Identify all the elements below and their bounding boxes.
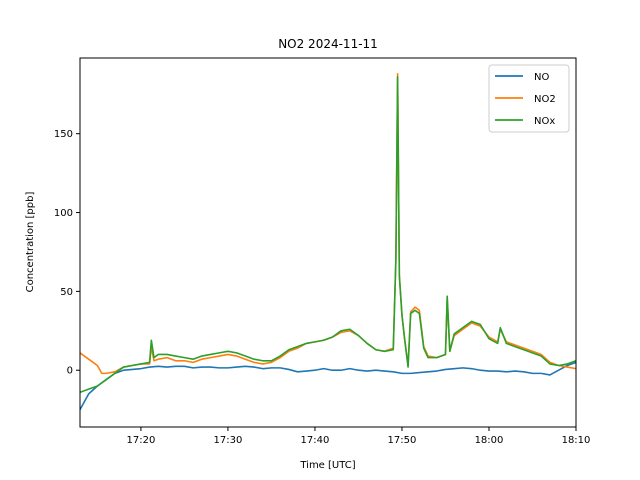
legend-label-nox: NOx [534, 116, 555, 127]
y-tick-label: 0 [67, 366, 73, 377]
y-tick-label: 150 [54, 129, 73, 140]
chart-title: NO2 2024-11-11 [278, 37, 378, 51]
x-tick-label: 18:10 [562, 435, 591, 446]
x-axis-ticks: 17:20 17:30 17:40 17:50 18:00 18:10 [126, 427, 590, 446]
x-tick-label: 17:50 [388, 435, 417, 446]
y-tick-label: 100 [54, 208, 73, 219]
plot-area [79, 57, 577, 428]
legend-label-no2: NO2 [534, 94, 556, 105]
y-axis-label: Concentration [ppb] [25, 192, 36, 293]
y-axis-ticks: 0 50 100 150 [54, 129, 80, 377]
x-tick-label: 17:20 [126, 435, 155, 446]
x-tick-label: 17:30 [214, 435, 243, 446]
plot-frame [79, 57, 577, 428]
y-tick-label: 50 [60, 287, 73, 298]
x-axis-label: Time [UTC] [299, 460, 355, 471]
x-tick-label: 17:40 [301, 435, 330, 446]
series-line-nox [80, 76, 576, 394]
series-group [80, 72, 576, 411]
legend-label-no: NO [534, 72, 549, 83]
legend: NO NO2 NOx [488, 64, 570, 133]
series-line-no [80, 361, 576, 411]
legend-box [488, 64, 570, 133]
x-tick-label: 18:00 [475, 435, 504, 446]
